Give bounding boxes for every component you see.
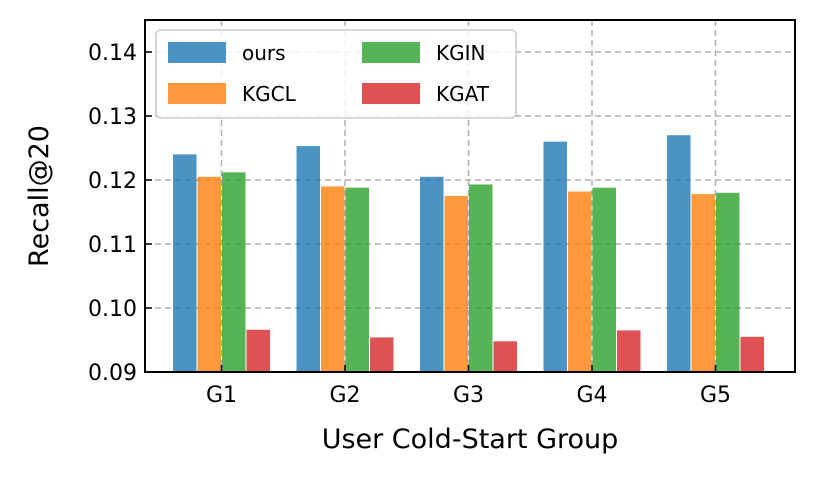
bar-kgat-g3: [493, 341, 517, 372]
x-axis-label: User Cold-Start Group: [322, 424, 619, 455]
legend-swatch-kgcl: [168, 83, 226, 104]
bars: [173, 135, 764, 372]
bar-kgin-g1: [222, 172, 246, 372]
bar-kgin-g4: [592, 187, 616, 372]
x-tick-label: G5: [700, 383, 731, 408]
y-tick-label: 0.09: [88, 361, 137, 386]
legend: ours KGCL KGIN KGAT: [155, 29, 517, 119]
legend-label-kgat: KGAT: [436, 82, 490, 106]
y-tick-label: 0.12: [88, 169, 137, 194]
y-tick-label: 0.13: [88, 105, 137, 130]
bar-kgcl-g2: [321, 186, 345, 372]
y-tick-label: 0.11: [88, 233, 137, 258]
bar-ours-g4: [543, 141, 567, 372]
x-tick-label: G2: [329, 383, 360, 408]
y-axis-label: Recall@20: [24, 125, 55, 267]
plot-frame: [144, 19, 796, 373]
legend-box: [155, 29, 517, 119]
legend-swatch-kgat: [362, 83, 420, 104]
legend-label-kgin: KGIN: [436, 41, 485, 65]
y-axis-ticks: 0.09 0.10 0.11 0.12 0.13 0.14: [88, 41, 152, 386]
legend-swatch-kgin: [362, 42, 420, 63]
bar-kgat-g5: [740, 336, 764, 372]
bar-kgat-g2: [370, 337, 394, 372]
x-tick-label: G3: [453, 383, 484, 408]
bar-kgin-g3: [469, 184, 493, 372]
bar-kgcl-g4: [568, 191, 592, 372]
bar-kgcl-g3: [444, 196, 468, 372]
legend-label-ours: ours: [242, 41, 286, 65]
bar-ours-g1: [173, 154, 197, 372]
bar-kgin-g2: [345, 187, 369, 372]
bar-kgcl-g5: [691, 194, 715, 372]
x-tick-label: G4: [576, 383, 607, 408]
x-tick-label: G1: [206, 383, 237, 408]
legend-swatch-ours: [168, 42, 226, 63]
y-tick-label: 0.14: [88, 41, 137, 66]
bar-kgcl-g1: [197, 176, 221, 372]
bar-ours-g5: [667, 135, 691, 372]
bar-kgat-g4: [617, 330, 641, 372]
bar-ours-g2: [296, 146, 320, 372]
x-axis-ticks: G1 G2 G3 G4 G5: [206, 365, 731, 408]
bar-kgin-g5: [716, 192, 740, 372]
y-tick-label: 0.10: [88, 297, 137, 322]
bar-ours-g3: [420, 176, 444, 372]
legend-label-kgcl: KGCL: [242, 82, 297, 106]
bar-kgat-g1: [246, 329, 270, 372]
